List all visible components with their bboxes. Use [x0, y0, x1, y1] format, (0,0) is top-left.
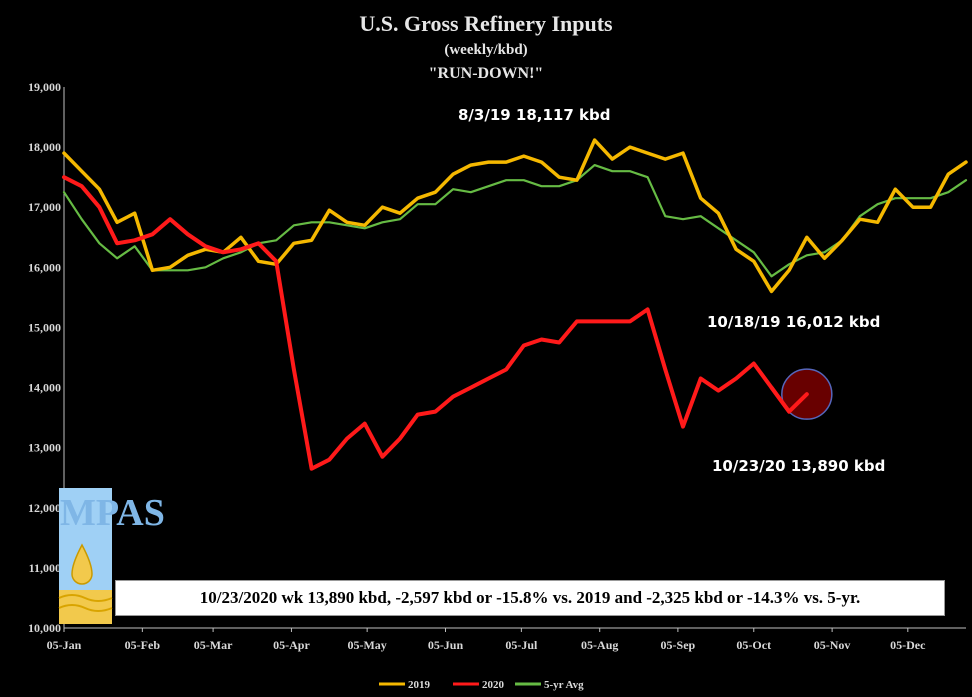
y-tick-label: 19,000 [28, 80, 61, 94]
logo-text: MPAS [60, 492, 165, 534]
x-tick-label: 05-Jan [47, 638, 82, 652]
series-lines [62, 138, 968, 471]
chart-subtitle: (weekly/kbd) [444, 42, 527, 58]
x-tick-label: 05-Dec [890, 638, 926, 652]
x-tick-label: 05-Nov [814, 638, 851, 652]
chart-subtitle-2: "RUN-DOWN!" [429, 65, 544, 82]
y-tick-label: 18,000 [28, 140, 61, 154]
x-tick-label: 05-Feb [125, 638, 161, 652]
series-line-5-yr-avg [62, 164, 968, 278]
x-tick-label: 05-Sep [661, 638, 696, 652]
y-tick-label: 13,000 [28, 441, 61, 455]
chart-title: U.S. Gross Refinery Inputs [359, 11, 613, 36]
x-tick-label: 05-Oct [736, 638, 771, 652]
x-tick-label: 05-Apr [273, 638, 310, 652]
y-tick-label: 12,000 [28, 501, 61, 515]
mpas-logo: MPAS [58, 488, 165, 624]
y-tick-label: 16,000 [28, 260, 61, 274]
legend-label: 5-yr Avg [544, 679, 584, 691]
legend-label: 2020 [482, 679, 505, 691]
summary-box: 10/23/2020 wk 13,890 kbd, -2,597 kbd or … [115, 580, 945, 616]
x-tick-label: 05-Aug [581, 638, 618, 652]
y-tick-label: 14,000 [28, 381, 61, 395]
y-tick-label: 15,000 [28, 320, 61, 334]
x-tick-label: 05-Jun [428, 638, 464, 652]
x-tick-label: 05-Jul [505, 638, 538, 652]
legend: 2019 2020 5-yr Avg [379, 679, 584, 691]
annotation-low-2019: 10/18/19 16,012 kbd [707, 313, 880, 331]
x-tick-label: 05-May [347, 638, 386, 652]
series-2020-tail [769, 385, 809, 414]
annotation-current-2020: 10/23/20 13,890 kbd [712, 457, 885, 475]
x-tick-label: 05-Mar [194, 638, 233, 652]
series-line-2020-tail [769, 385, 809, 414]
y-tick-labels: 10,000 11,000 12,000 13,000 14,000 15,000 16,0… [28, 80, 61, 635]
y-tick-label: 11,000 [29, 561, 61, 575]
annotation-peak-2019: 8/3/19 18,117 kbd [458, 106, 610, 124]
oil-drop-icon [71, 543, 93, 585]
series-line-2020 [62, 175, 809, 471]
y-tick-label: 17,000 [28, 200, 61, 214]
x-tick-labels: 05-Jan 05-Feb 05-Mar 05-Apr 05-May 05-Jun 05-J… [47, 628, 926, 652]
legend-label: 2019 [408, 679, 431, 691]
logo-wave [58, 594, 113, 612]
y-tick-label: 10,000 [28, 621, 61, 635]
